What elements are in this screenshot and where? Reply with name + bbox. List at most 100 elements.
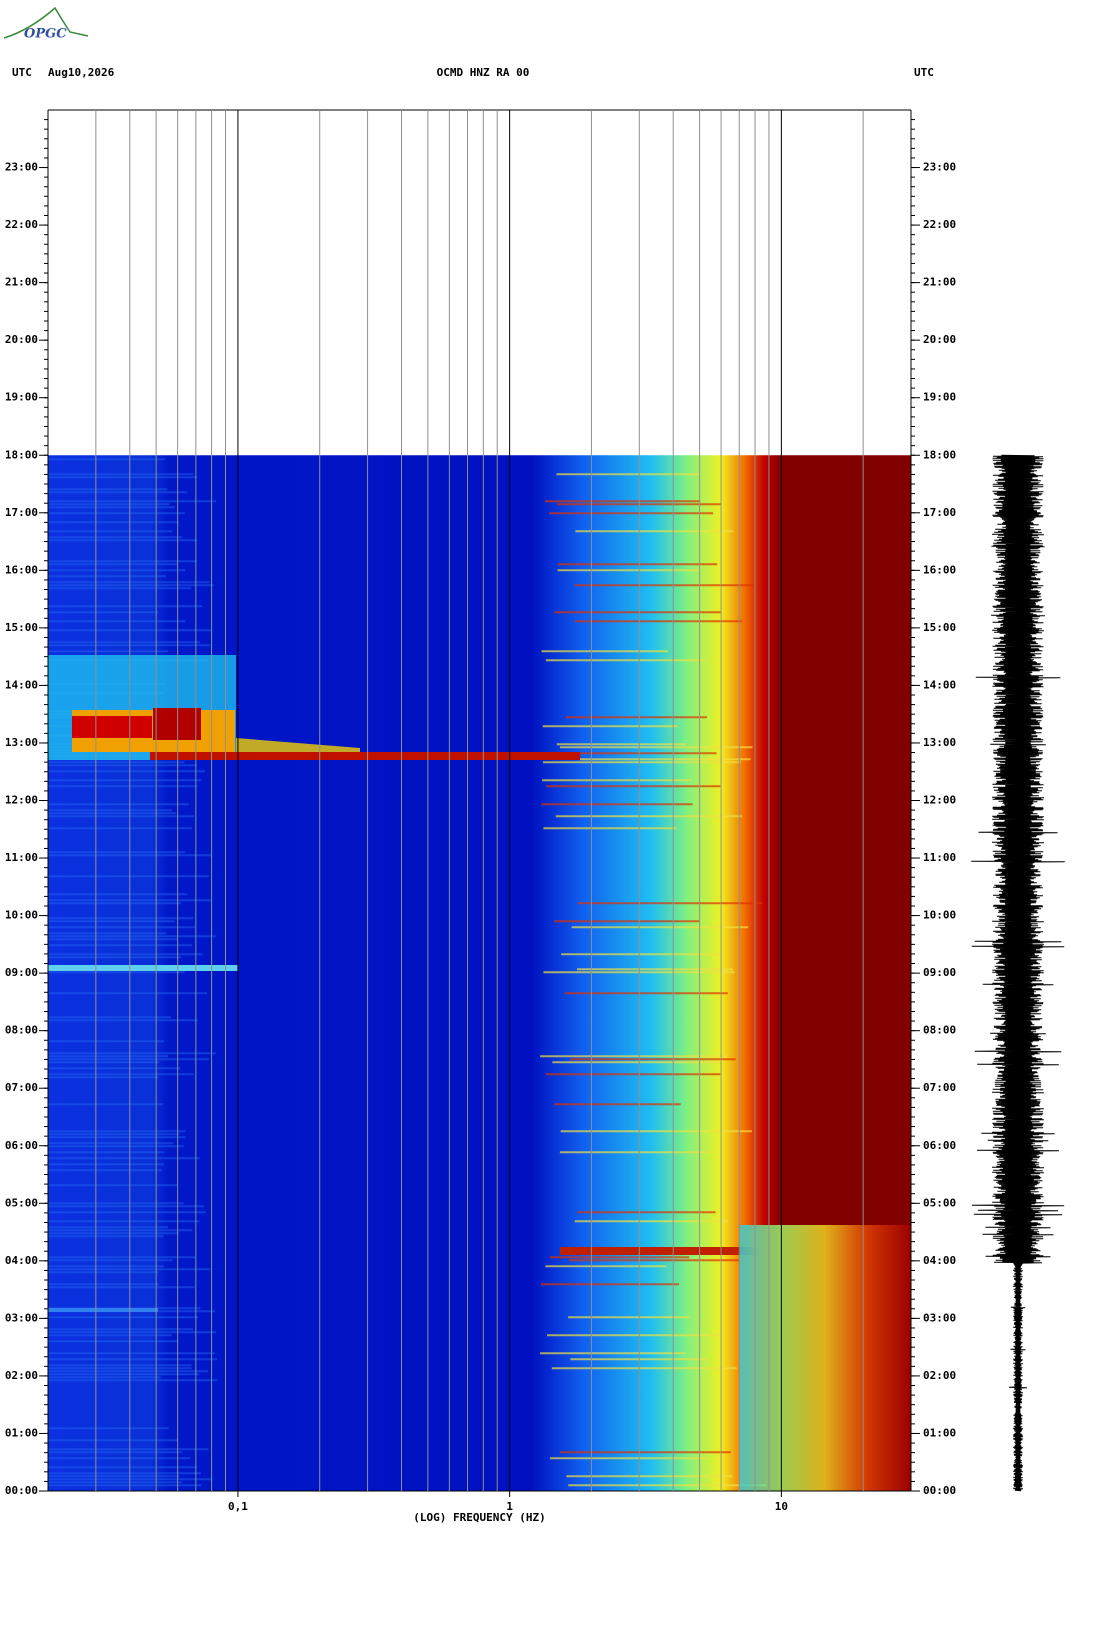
trace [971, 454, 1065, 1492]
y-tick-label: 15:00 [5, 621, 38, 634]
y-tick-label-right: 16:00 [923, 563, 956, 576]
texture [48, 932, 166, 935]
texture [557, 569, 699, 572]
texture [545, 1265, 667, 1268]
y-tick-label-right: 13:00 [923, 736, 956, 749]
y-tick-label-right: 20:00 [923, 333, 956, 346]
texture [48, 560, 197, 563]
texture [48, 1055, 169, 1058]
texture [48, 650, 169, 653]
texture [48, 803, 189, 806]
texture [48, 491, 188, 494]
texture [48, 473, 194, 476]
texture [48, 1136, 186, 1139]
y-tick-label: 07:00 [5, 1081, 38, 1094]
texture [48, 587, 192, 590]
y-tick-label: 21:00 [5, 276, 38, 289]
texture [48, 1169, 163, 1172]
texture [577, 902, 763, 905]
y-tick-label-right: 15:00 [923, 621, 956, 634]
y-tick-label: 19:00 [5, 391, 38, 404]
texture [48, 1457, 190, 1460]
texture [48, 1370, 209, 1373]
texture [48, 1232, 179, 1235]
texture [48, 764, 198, 767]
texture [48, 761, 185, 764]
texture [546, 785, 721, 788]
texture [48, 1067, 181, 1070]
y-tick-label-right: 05:00 [923, 1196, 956, 1209]
texture [48, 1472, 201, 1475]
texture [48, 875, 210, 878]
y-tick-label: 00:00 [5, 1484, 38, 1497]
texture [559, 1151, 714, 1154]
texture [48, 611, 159, 614]
texture [48, 575, 166, 578]
texture [48, 1163, 165, 1166]
texture [48, 1151, 165, 1154]
texture [48, 1016, 171, 1019]
y-tick-label-right: 04:00 [923, 1254, 956, 1267]
y-tick-label-right: 21:00 [923, 276, 956, 289]
y-tick-label-right: 23:00 [923, 161, 956, 174]
texture [544, 500, 701, 503]
texture [48, 953, 203, 956]
texture [48, 476, 198, 479]
texture [48, 512, 185, 515]
texture [48, 1205, 204, 1208]
texture [554, 920, 700, 923]
y-tick-label: 18:00 [5, 448, 38, 461]
texture [48, 569, 186, 572]
y-tick-label: 03:00 [5, 1311, 38, 1324]
texture [577, 1211, 716, 1214]
texture [554, 611, 722, 614]
y-tick-label-right: 14:00 [923, 678, 956, 691]
texture [48, 1226, 169, 1229]
texture [560, 1130, 752, 1133]
y-tick-label: 17:00 [5, 506, 38, 519]
y-tick-label: 01:00 [5, 1426, 38, 1439]
texture [48, 1364, 192, 1367]
texture [48, 992, 207, 995]
y-tick-label: 11:00 [5, 851, 38, 864]
texture [48, 521, 180, 524]
x-axis-label: (LOG) FREQUENCY (HZ) [413, 1511, 545, 1524]
texture [48, 1259, 173, 1262]
texture [48, 536, 183, 539]
texture [48, 944, 193, 947]
seismogram [971, 454, 1065, 1492]
texture [48, 938, 179, 941]
texture [543, 827, 677, 830]
y-tick-label: 02:00 [5, 1369, 38, 1382]
texture [48, 503, 170, 506]
y-tick-label-right: 07:00 [923, 1081, 956, 1094]
texture [556, 503, 721, 506]
y-tick-label: 09:00 [5, 966, 38, 979]
texture [571, 926, 749, 929]
texture [48, 1145, 184, 1148]
y-tick-label: 08:00 [5, 1024, 38, 1037]
y-tick-label-right: 02:00 [923, 1369, 956, 1382]
texture [543, 761, 741, 764]
texture [48, 926, 196, 929]
texture [48, 1019, 198, 1022]
texture [48, 641, 200, 644]
y-tick-label: 04:00 [5, 1254, 38, 1267]
texture [48, 1439, 178, 1442]
texture [557, 563, 718, 566]
texture [48, 1130, 186, 1133]
texture [48, 1379, 218, 1382]
texture [48, 779, 202, 782]
logo: OPGC [3, 6, 89, 42]
texture [48, 1235, 164, 1238]
texture [48, 1052, 216, 1055]
texture [48, 500, 217, 503]
texture [48, 1256, 196, 1259]
texture [48, 1061, 160, 1064]
texture [48, 1358, 218, 1361]
texture [568, 1259, 740, 1262]
logo-text: OPGC [24, 27, 67, 42]
texture [48, 971, 185, 974]
texture [48, 935, 216, 938]
texture [48, 1376, 161, 1379]
